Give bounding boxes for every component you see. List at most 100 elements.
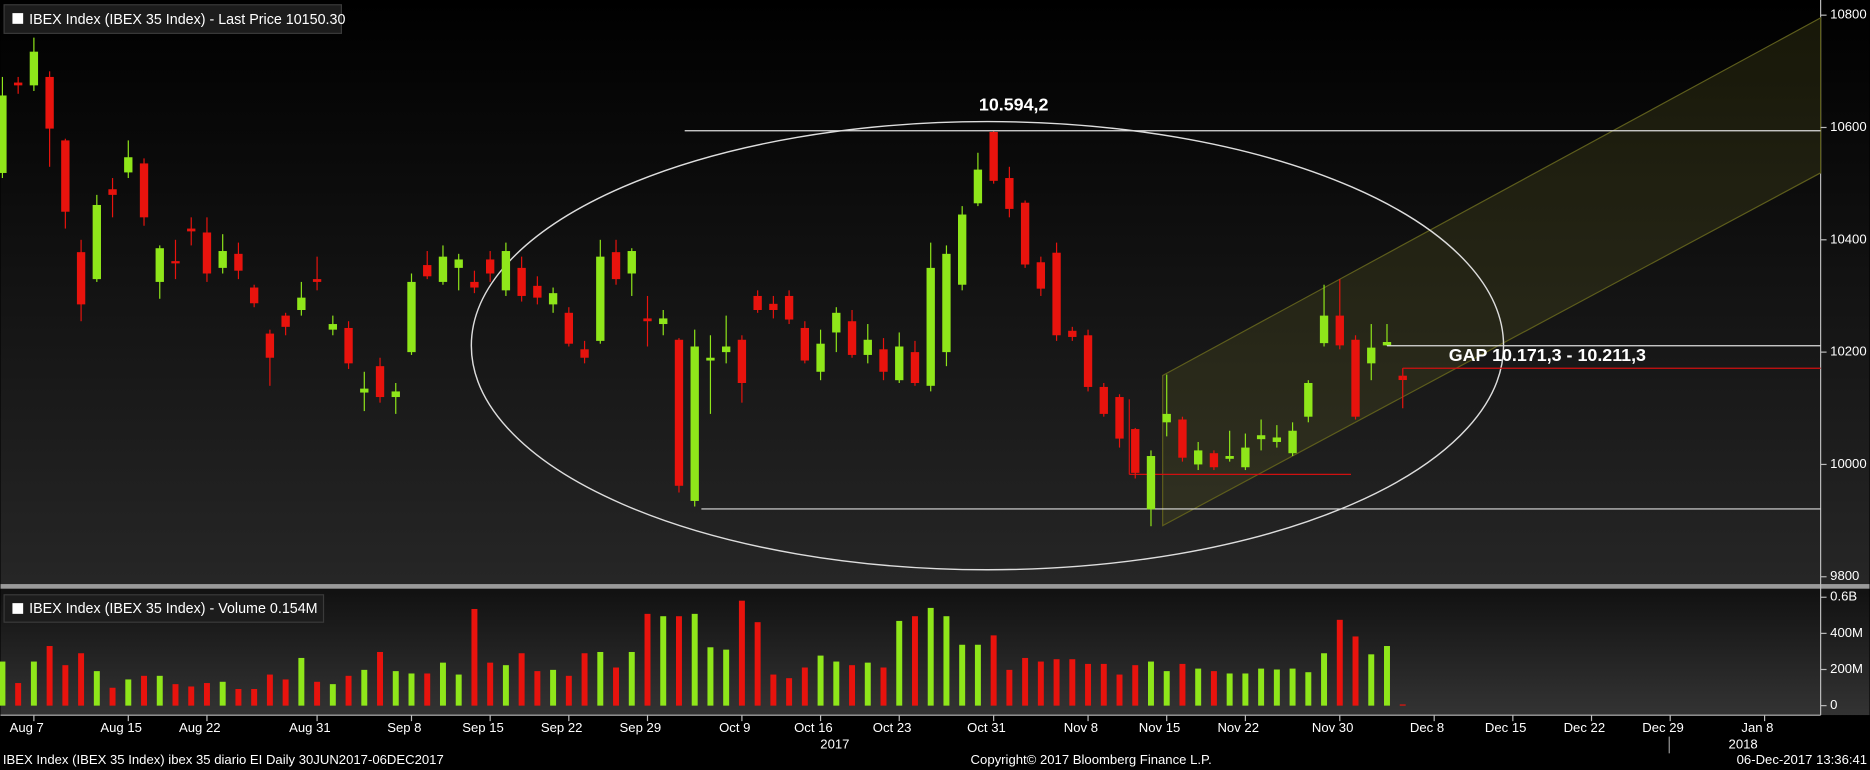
volume-bar	[1258, 668, 1265, 706]
volume-bar	[1210, 671, 1217, 706]
x-tick-label: Sep 15	[462, 720, 504, 735]
candle-body	[1335, 315, 1344, 346]
candle-body	[1382, 342, 1392, 346]
x-tick-label: Oct 9	[719, 720, 750, 735]
candle-body	[1115, 397, 1124, 439]
candle-body	[596, 256, 605, 341]
candle-body	[470, 281, 479, 288]
panel-separator	[0, 584, 1870, 589]
y-tick-label: 10600	[1830, 119, 1866, 134]
candle-body	[895, 346, 904, 381]
volume-bar	[361, 669, 368, 706]
x-tick-label: Aug 22	[179, 720, 221, 735]
volume-bar	[141, 675, 148, 706]
volume-bar	[817, 655, 824, 706]
volume-bar	[1179, 663, 1186, 706]
candle-body	[1099, 386, 1108, 414]
candle-body	[1068, 330, 1077, 337]
candle-body	[926, 267, 935, 386]
candle-body	[1131, 429, 1140, 473]
candle-body	[344, 327, 353, 364]
volume-bar	[959, 644, 966, 706]
volume-bar	[534, 671, 541, 706]
volume-bar	[943, 616, 950, 706]
volume-bar	[1116, 674, 1123, 706]
volume-bar	[628, 651, 635, 706]
x-tick-label: Jan 8	[1741, 720, 1773, 735]
candle-body	[784, 295, 794, 320]
volume-bar	[974, 644, 981, 706]
volume-bar	[1006, 669, 1013, 706]
volume-bar	[707, 647, 714, 706]
candle-body	[1288, 430, 1297, 454]
candle-body	[1256, 435, 1266, 440]
volume-bar	[1069, 659, 1076, 706]
volume-bar	[581, 653, 588, 706]
chart-title: IBEX Index (IBEX 35 Index) - Last Price …	[29, 12, 345, 28]
volume-bar	[1242, 673, 1249, 706]
candle-body	[816, 343, 825, 372]
candle-body	[438, 256, 448, 282]
volume-bar	[691, 613, 698, 706]
candle-body	[611, 252, 621, 280]
candle-body	[627, 251, 636, 274]
volume-bar	[62, 665, 69, 706]
candle-body	[1367, 347, 1376, 364]
candle-body	[517, 267, 526, 296]
volume-bar	[1100, 663, 1107, 706]
candle-body	[643, 318, 652, 322]
x-tick-label: Sep 29	[620, 720, 662, 735]
volume-bar	[1226, 673, 1233, 706]
candle-body	[564, 312, 574, 344]
volume-bar	[46, 646, 53, 706]
volume-bar	[1384, 646, 1390, 706]
candle-body	[139, 163, 149, 218]
volume-bar	[1305, 672, 1312, 706]
candle-body	[328, 324, 337, 330]
x-tick-label: Aug 31	[289, 720, 331, 735]
volume-bar	[1132, 665, 1139, 706]
volume-bar	[801, 667, 808, 706]
volume-bar	[849, 665, 856, 706]
candle-body	[281, 315, 290, 327]
volume-bar	[314, 681, 321, 706]
candle-body	[690, 346, 699, 501]
volume-bar	[172, 684, 179, 706]
volume-bar	[565, 675, 572, 706]
volume-bar	[15, 683, 22, 706]
x-tick-label: Dec 29	[1642, 720, 1684, 735]
candle-body	[1194, 450, 1203, 465]
volume-bar	[424, 673, 431, 706]
candle-body	[92, 204, 101, 280]
legend-box	[3, 4, 343, 34]
candle-body	[423, 265, 432, 277]
x-tick-label: Dec 15	[1485, 720, 1527, 735]
x-tick-label: Aug 15	[100, 720, 142, 735]
candle-body	[454, 259, 463, 268]
volume-bar	[1289, 668, 1296, 706]
candle-body	[45, 76, 54, 129]
x-tick-label: Dec 8	[1410, 720, 1444, 735]
volume-bar	[1195, 668, 1202, 706]
volume-bar	[439, 662, 446, 706]
volume-bar	[188, 686, 195, 706]
candle-body	[1178, 419, 1187, 458]
high-label: 10.594,2	[979, 94, 1049, 114]
legend-swatch	[12, 13, 24, 24]
volume-bar	[675, 616, 682, 706]
year-label: 2018	[1729, 736, 1758, 751]
legend-swatch	[12, 603, 24, 614]
volume-bar	[613, 667, 620, 706]
candle-body	[234, 253, 243, 271]
candle-body	[659, 318, 668, 325]
volume-bar	[1053, 659, 1060, 706]
x-tick-label: Nov 8	[1064, 720, 1098, 735]
candle-body	[721, 346, 731, 353]
footer-left: IBEX Index (IBEX 35 Index) ibex 35 diari…	[3, 752, 444, 767]
candle-body	[958, 214, 967, 285]
volume-bar	[266, 674, 273, 706]
candle-body	[769, 303, 778, 310]
volume-bar	[723, 649, 730, 706]
candle-body	[942, 253, 951, 353]
volume-bar	[30, 661, 37, 706]
